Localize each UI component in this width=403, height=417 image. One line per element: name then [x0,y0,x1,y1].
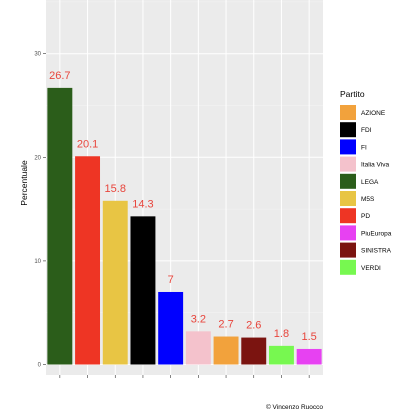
legend-swatch [340,225,356,241]
y-tick-label: 20 [34,155,41,161]
caption: © Vincenzo Ruocco [266,403,323,411]
data-label: 3.2 [191,313,206,325]
legend-item: LEGA [340,173,379,189]
bar-fi [158,291,184,365]
legend-swatch [340,173,356,189]
y-axis: 0 10 20 30 [34,52,46,369]
legend-title: Partito [340,89,365,99]
legend-swatch [340,191,356,206]
y-axis-title: Percentuale [19,160,29,206]
bar-pd [75,156,101,365]
legend-label: SINISTRA [361,248,392,255]
legend: Partito AZIONE FDI FI Italia Viva LEGA M5S PD P… [340,89,392,275]
data-label: 1.8 [274,328,289,340]
legend-label: FI [361,144,367,151]
bar-m5s [102,200,128,365]
bar-lega [47,87,73,365]
data-label: 2.6 [246,320,261,332]
x-axis [59,375,310,378]
legend-item: AZIONE [340,105,386,120]
y-tick-label: 10 [34,259,41,265]
legend-item: FI [340,139,367,155]
legend-label: FDI [361,127,372,134]
bar-verdi [268,345,294,365]
legend-label: PD [361,213,370,220]
legend-label: LEGA [361,179,379,186]
bar-piueuropa [296,348,322,365]
data-label: 7 [168,274,174,286]
legend-items: AZIONE FDI FI Italia Viva LEGA M5S PD PiuEuropa… [340,105,392,275]
bars [47,87,322,365]
legend-item: FDI [340,122,372,138]
legend-swatch [340,105,356,120]
y-tick-label: 30 [34,52,41,58]
data-label: 26.7 [49,70,70,82]
legend-item: VERDI [340,259,381,275]
legend-item: PiuEuropa [340,225,392,241]
data-label: 1.5 [302,331,317,343]
legend-item: PD [340,208,370,224]
bar-azione [213,336,239,365]
legend-swatch [340,122,356,138]
data-label: 2.7 [218,319,233,331]
y-tick-label: 0 [38,363,42,369]
legend-swatch [340,156,356,172]
legend-swatch [340,208,356,224]
legend-label: Italia Viva [361,162,389,169]
legend-swatch [340,259,356,275]
legend-swatch [340,139,356,155]
data-label: 20.1 [77,138,98,150]
legend-label: AZIONE [361,110,386,117]
legend-label: PiuEuropa [361,230,392,237]
legend-swatch [340,242,356,258]
bar-italia-viva [185,331,211,365]
legend-item: Italia Viva [340,156,389,172]
legend-label: M5S [361,196,375,203]
legend-label: VERDI [361,265,381,272]
legend-item: SINISTRA [340,242,392,258]
legend-item: M5S [340,191,375,206]
data-label: 15.8 [105,183,126,195]
bar-sinistra [241,337,267,365]
data-labels: 26.7 20.1 15.8 14.3 7 3.2 2.7 2.6 1.8 1.5 [49,70,317,343]
data-label: 14.3 [132,198,153,210]
bar-fdi [130,216,156,365]
